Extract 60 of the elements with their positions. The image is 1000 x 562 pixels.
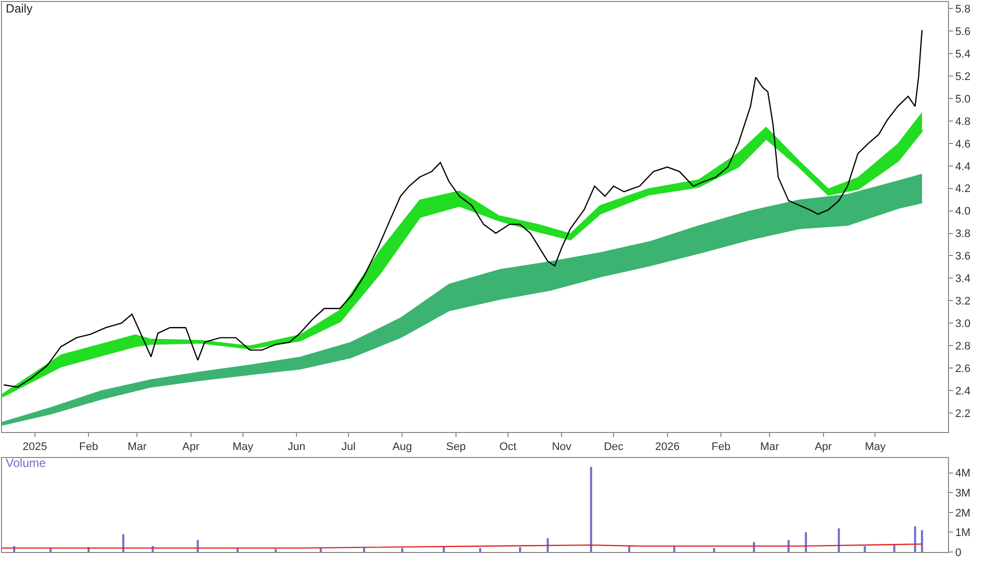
- y-tick-label: 1M: [955, 527, 970, 540]
- bar: [628, 546, 630, 552]
- x-tick-label: Jun: [288, 441, 306, 454]
- bar: [519, 547, 522, 552]
- bar: [122, 534, 124, 552]
- bar: [196, 540, 199, 552]
- y-tick-label: 2.6: [955, 362, 970, 375]
- bar: [864, 546, 866, 552]
- chart-title: Daily: [6, 2, 32, 16]
- x-tick-label: May: [864, 441, 886, 454]
- y-tick-label: 3.0: [955, 318, 970, 330]
- y-tick-label: 2.4: [955, 385, 970, 398]
- bar: [590, 466, 592, 552]
- bar: [274, 549, 277, 552]
- x-tick-label: 2025: [22, 441, 48, 454]
- y-tick-label: 4.8: [955, 116, 970, 128]
- bar: [479, 548, 482, 552]
- y-tick-label: 4.6: [955, 138, 970, 150]
- y-tick-label: 2.8: [955, 340, 970, 352]
- y-tick-label: 3.8: [955, 228, 970, 240]
- bar: [673, 546, 676, 552]
- x-tick-label: Dec: [604, 441, 624, 454]
- y-tick-label: 4.4: [955, 160, 970, 173]
- x-tick-label: Mar: [760, 441, 780, 454]
- y-tick-label: 4M: [955, 468, 970, 480]
- y-tick-label: 3.4: [955, 273, 970, 286]
- x-tick-label: Aug: [392, 441, 412, 454]
- x-tick-label: Nov: [552, 441, 572, 454]
- x-tick-label: 2026: [655, 441, 680, 454]
- line-series: [3, 29, 923, 388]
- bar: [920, 530, 924, 552]
- x-tick-label: Apr: [182, 441, 200, 454]
- bar: [401, 548, 404, 552]
- y-tick-label: 4.2: [955, 183, 970, 196]
- x-tick-label: Apr: [814, 441, 832, 454]
- y-tick-label: 5.6: [955, 26, 970, 38]
- y-tick-label: 4.0: [955, 206, 970, 218]
- y-tick-label: 0: [955, 546, 962, 559]
- bar: [838, 528, 840, 552]
- x-tick-label: Jul: [341, 441, 356, 454]
- bar: [804, 532, 807, 552]
- x-tick-label: Feb: [712, 441, 731, 454]
- y-tick-label: 5.8: [955, 4, 970, 16]
- chart-title: Volume: [6, 456, 46, 470]
- y-tick-label: 2.2: [955, 408, 970, 420]
- y-tick-label: 3M: [955, 487, 970, 500]
- y-tick-label: 2M: [955, 507, 970, 520]
- bar: [914, 526, 916, 552]
- bar: [713, 548, 716, 552]
- y-tick-label: 3.2: [955, 295, 970, 308]
- x-tick-label: Mar: [128, 441, 147, 454]
- x-tick-label: Feb: [79, 441, 98, 454]
- x-tick-label: May: [232, 441, 254, 454]
- y-tick-label: 5.2: [955, 70, 970, 83]
- y-tick-label: 5.4: [955, 48, 970, 60]
- y-tick-label: 5.0: [955, 93, 970, 106]
- x-tick-label: Sep: [446, 441, 466, 454]
- bar: [546, 538, 549, 552]
- x-tick-label: Oct: [499, 441, 516, 454]
- y-tick-label: 3.6: [955, 250, 970, 263]
